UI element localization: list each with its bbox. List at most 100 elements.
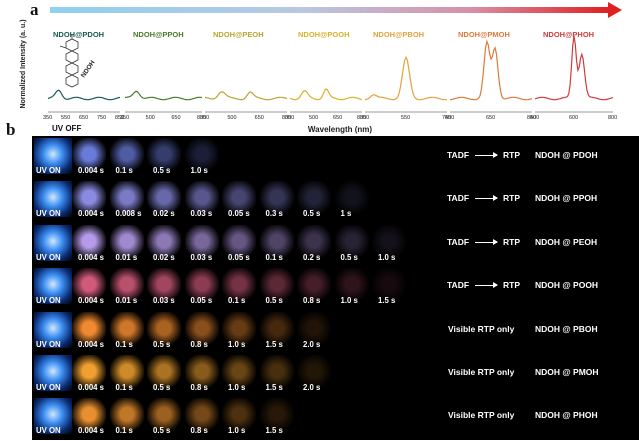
molecule-structure-icon [59,34,79,88]
time-label: 0.5 s [153,383,171,392]
spectrum-line [289,88,363,101]
mode-label-rtp: RTP [503,236,520,247]
time-label: 1.5 s [265,426,283,436]
afterglow-photo [184,181,219,218]
time-label: 1.0 s [228,383,246,392]
sample-label: NDOH @ PEOH [535,236,598,247]
transition-arrow [475,195,498,202]
afterglow-photo [184,398,219,435]
time-label: 0.03 s [190,209,213,219]
spectrum-tick-label: 650 [171,115,181,121]
mode-label: Visible RTP only [448,323,515,334]
afterglow-photo [72,138,106,174]
time-label: 0.004 s [78,296,105,306]
spectrum-tick-label: 600 [569,115,579,121]
uv-on-photo [34,181,72,218]
afterglow-photo [147,181,181,218]
time-label: 0.8 s [303,296,321,306]
uv-on-photo [34,224,72,261]
afterglow-photo [109,224,144,261]
time-label: 0.008 s [115,209,142,219]
time-label: 0.03 s [153,296,175,306]
afterglow-photo [109,268,144,305]
transition-arrow [475,282,498,289]
spectrum-tick-label: 850 [115,115,125,121]
spectrum-title: NDOH@PHOH [543,30,595,39]
afterglow-photo [109,398,144,435]
uv-on-label: UV ON [36,166,61,175]
spectrum-tick-label: 550 [401,115,411,121]
afterglow-photo [147,398,181,435]
afterglow-photo [259,398,294,435]
x-axis-label: Wavelength (nm) [307,125,373,134]
afterglow-photo [72,224,106,261]
afterglow-photo [259,355,294,391]
mode-label: Visible RTP only [448,367,515,377]
time-label: 0.5 s [340,252,358,262]
time-label: 1.0 s [228,339,246,349]
time-label: 0.1 s [265,252,283,262]
spectrum-tick-label: 800 [357,115,367,121]
spectrum-line [364,55,448,101]
spectrum-tick-label: 350 [285,115,295,121]
afterglow-photo [72,355,106,391]
uv-on-label: UV ON [36,383,61,392]
time-label: 0.5 s [153,426,171,436]
spectrum-tick-label: 500 [145,115,155,121]
spectrum-tick-label: 850 [527,115,537,121]
time-label: 0.1 s [115,339,133,349]
spectrum-title: NDOH@PMOH [458,30,510,39]
afterglow-photo [109,311,144,348]
time-label: 0.1 s [115,166,133,175]
uv-on-label: UV ON [36,252,61,262]
spectrum-title: NDOH@POOH [298,30,350,39]
time-label: 1.0 s [378,252,396,262]
spectrum-line [449,39,533,101]
time-label: 1.5 s [265,383,283,392]
time-label: 0.02 s [153,209,175,219]
photo-row: UV ON 0.004 s 0.1 s 0.5 s 0.8 s 1.0 s 1.5 s 2.0… [32,310,639,354]
afterglow-photo [184,311,219,348]
spectrum-tick-label: 400 [530,115,540,121]
afterglow-photo [147,355,181,391]
spectrum-tick-label: 350 [120,115,130,121]
mode-label-rtp: RTP [503,193,520,204]
afterglow-photo [297,224,331,261]
time-label: 0.01 s [115,296,138,306]
spectrum-line [204,91,288,101]
uv-on-photo [34,311,72,348]
afterglow-photo [259,311,294,348]
afterglow-photo [109,138,144,174]
spectrum-title: NDOH@PPOH [133,30,184,39]
time-label: 0.004 s [78,426,105,436]
transition-arrow [475,238,498,245]
uv-on-label: UV ON [36,426,61,436]
spectrum-tick-label: 550 [61,115,71,121]
spectrum-line [47,89,121,101]
afterglow-photo [184,224,219,261]
afterglow-photo [222,181,256,218]
mode-label: TADF [447,193,470,204]
time-label: 0.05 s [190,296,213,306]
uv-on-label: UV ON [36,339,61,349]
afterglow-photo [109,181,144,218]
sample-label: NDOH @ PPOH [535,193,598,204]
afterglow-photo [297,268,331,305]
time-label: 0.8 s [190,426,208,436]
spectrum-tick-label: 750 [97,115,107,121]
time-label: 0.1 s [115,426,133,436]
time-label: 0.2 s [303,252,321,262]
uv-on-photo [34,355,72,391]
uv-off-label: UV OFF [52,124,82,133]
afterglow-photo [147,224,181,261]
time-label: 0.004 s [78,166,105,175]
time-label: 0.8 s [190,383,208,392]
afterglow-photo [372,268,406,305]
time-label: 0.01 s [115,252,138,262]
time-label: 2.0 s [303,339,321,349]
sample-label: NDOH @ PHOH [535,410,598,421]
afterglow-photo [147,138,181,174]
spectrum-tick-label: 350 [43,115,53,121]
spectrum-tick-label: 450 [445,115,455,121]
afterglow-photo [72,398,106,435]
